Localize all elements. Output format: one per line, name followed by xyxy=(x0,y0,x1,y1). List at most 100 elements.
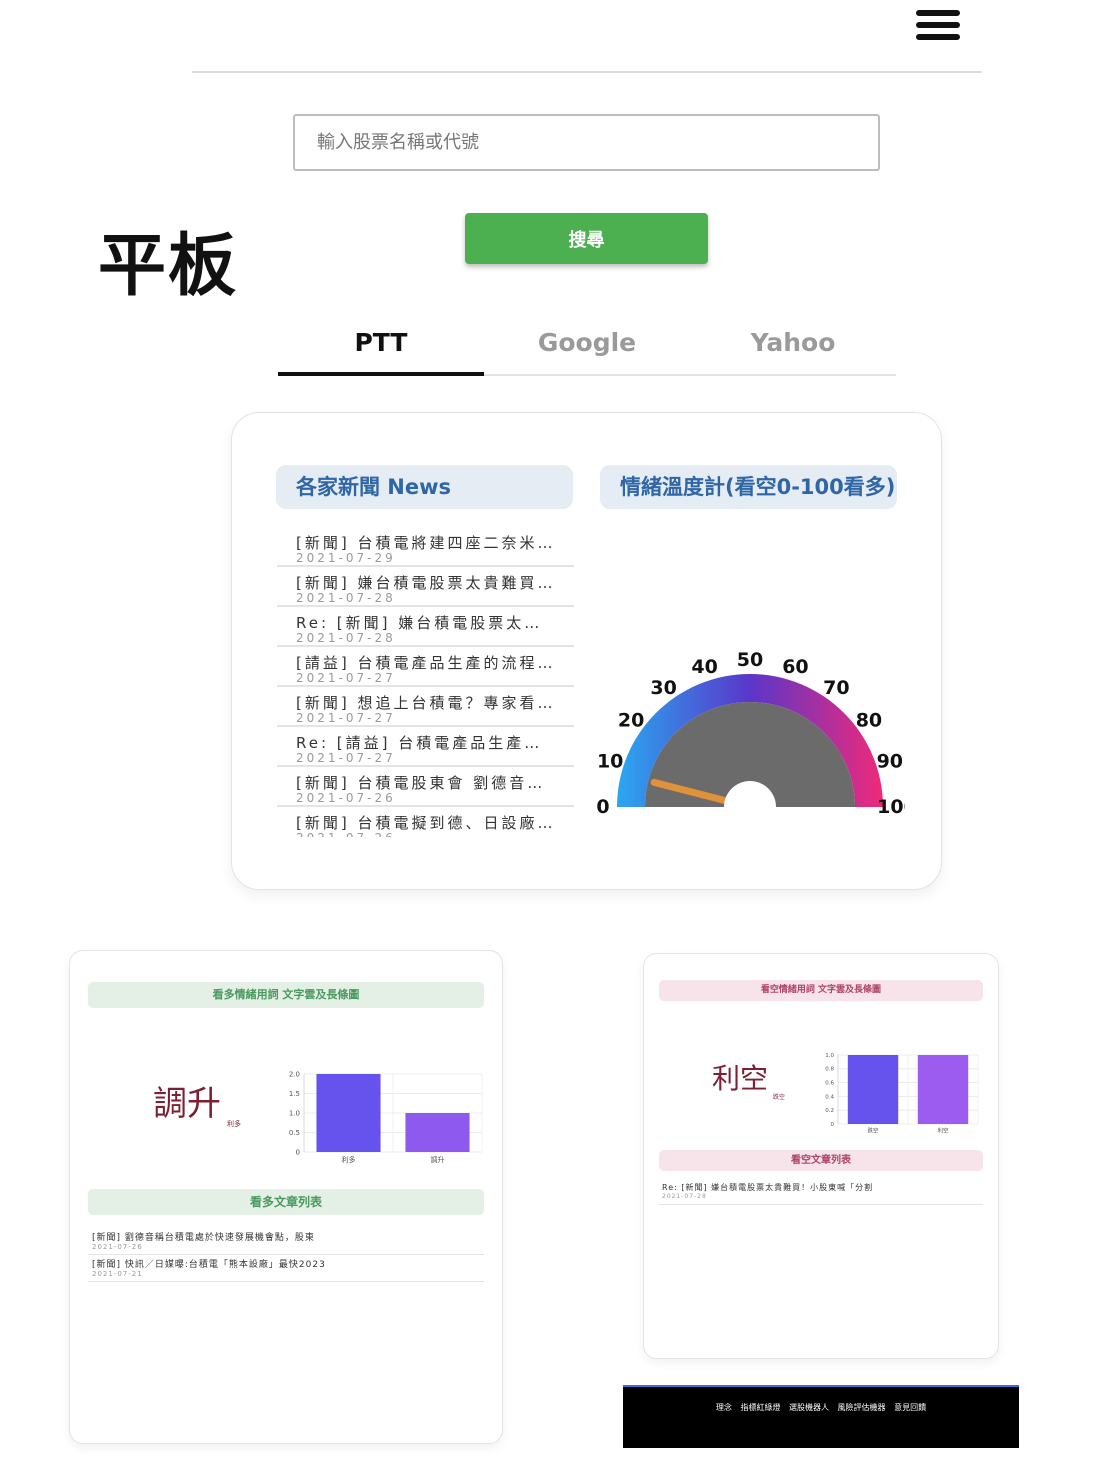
news-title: [請益] 台積電產品生產的流程… xyxy=(296,654,556,672)
sentiment-gauge: 0 10 20 30 40 50 60 70 80 90 100 xyxy=(596,649,905,815)
footer-link-stock-robot[interactable]: 選股機器人 xyxy=(789,1403,829,1412)
y-tick-label: 2.0 xyxy=(289,1070,300,1078)
footer-link-risk-robot[interactable]: 風險評估機器 xyxy=(837,1403,886,1412)
y-tick-label: 0.4 xyxy=(825,1094,834,1100)
news-date: 2021-07-27 xyxy=(296,711,396,725)
bearish-cloud-word-main: 利空 xyxy=(712,1062,769,1095)
menu-line xyxy=(916,10,960,16)
header-divider xyxy=(192,71,982,73)
article-title: [新聞] 快訊／日媒曝:台積電「熊本設廠」最快2023 xyxy=(92,1260,326,1270)
gauge-tick-label: 0 xyxy=(596,796,609,815)
article-date: 2021-07-28 xyxy=(662,1193,707,1200)
news-title: [新聞] 台積電股東會 劉德音… xyxy=(296,774,546,792)
device-label: 平板 xyxy=(98,227,239,306)
news-item[interactable]: [新聞] 台積電股東會 劉德音… 2021-07-26 xyxy=(277,767,574,807)
y-tick-label: 1.0 xyxy=(289,1109,300,1117)
y-tick-label: 0 xyxy=(831,1122,835,1128)
bar xyxy=(917,1055,969,1124)
bullish-list-title: 看多文章列表 xyxy=(88,1189,484,1215)
y-tick-label: 1.0 xyxy=(825,1053,834,1059)
gauge-tick-label: 70 xyxy=(823,677,849,699)
bearish-cloud-word-small: 跌空 xyxy=(773,1094,786,1101)
bullish-wordcloud-title: 看多情緒用詞 文字雲及長條圖 xyxy=(88,982,484,1008)
news-date: 2021-07-29 xyxy=(296,551,396,565)
footer-links: 理念 指標紅綠燈 選股機器人 風險評估機器 意見回饋 xyxy=(623,1402,1019,1413)
news-item[interactable]: [請益] 台積電產品生產的流程… 2021-07-27 xyxy=(277,647,574,687)
news-item[interactable]: [新聞] 想追上台積電？專家看… 2021-07-27 xyxy=(277,687,574,727)
gauge-tick-label: 30 xyxy=(650,677,676,699)
news-title: [新聞] 台積電將建四座二奈米… xyxy=(296,534,556,552)
gauge-hub xyxy=(724,781,776,807)
news-date: 2021-07-27 xyxy=(296,671,396,685)
news-list: [新聞] 台積電將建四座二奈米… 2021-07-29 [新聞] 嫌台積電股票太… xyxy=(277,527,574,837)
x-tick-label: 調升 xyxy=(431,1155,445,1164)
news-date: 2021-07-26 xyxy=(296,791,396,805)
bar xyxy=(405,1113,470,1152)
gauge-tick-label: 10 xyxy=(597,751,623,773)
footer-link-feedback[interactable]: 意見回饋 xyxy=(894,1403,927,1412)
x-tick-label: 利空 xyxy=(937,1127,949,1135)
news-item[interactable]: Re: [請益] 台積電產品生產… 2021-07-27 xyxy=(277,727,574,767)
tabs-divider xyxy=(278,374,896,376)
footer-link-indicator-lights[interactable]: 指標紅綠燈 xyxy=(740,1403,781,1412)
bar xyxy=(316,1074,381,1152)
gauge-tick-label: 90 xyxy=(877,751,903,773)
hamburger-menu-icon[interactable] xyxy=(916,10,960,46)
y-tick-label: 0.6 xyxy=(825,1081,834,1087)
news-item[interactable]: [新聞] 嫌台積電股票太貴難買… 2021-07-28 xyxy=(277,567,574,607)
news-title: [新聞] 台積電擬到德、日設廠… xyxy=(296,814,556,832)
y-tick-label: 0.2 xyxy=(825,1108,834,1114)
gauge-tick-label: 100 xyxy=(877,796,905,815)
bar xyxy=(847,1055,899,1124)
search-button[interactable]: 搜尋 xyxy=(465,213,708,264)
bullish-cloud-word-main: 調升 xyxy=(153,1084,221,1124)
list-item[interactable]: Re: [新聞] 嫌台積電股票太貴難買！小股東喊「分割 2021-07-28 xyxy=(659,1180,983,1205)
bearish-wordcloud-title: 看空情緒用詞 文字雲及長條圖 xyxy=(659,980,983,1001)
list-item[interactable]: [新聞] 快訊／日媒曝:台積電「熊本設廠」最快2023 2021-07-21 xyxy=(88,1255,484,1282)
list-item[interactable]: [新聞] 劉德音稱台積電處於快速發展機會點，股東 2021-07-26 xyxy=(88,1228,484,1255)
article-date: 2021-07-26 xyxy=(92,1243,143,1251)
news-title: [新聞] 想追上台積電？專家看… xyxy=(296,694,556,712)
gauge-tick-label: 50 xyxy=(737,649,763,671)
news-date: 2021-07-26 xyxy=(296,832,574,838)
bullish-bar-chart: 0 0.5 1.0 1.5 2.0 利多 調升 xyxy=(289,1070,483,1164)
y-tick-label: 1.5 xyxy=(289,1090,300,1098)
gauge-panel-title: 情緒溫度計(看空0-100看多) xyxy=(600,465,897,509)
y-tick-label: 0.8 xyxy=(825,1067,834,1073)
news-date: 2021-07-28 xyxy=(296,591,396,605)
bearish-list-title: 看空文章列表 xyxy=(659,1150,983,1171)
tab-ptt[interactable]: PTT xyxy=(354,328,408,357)
news-title: Re: [請益] 台積電產品生產… xyxy=(296,734,543,752)
site-footer: 理念 指標紅綠燈 選股機器人 風險評估機器 意見回饋 xyxy=(623,1385,1019,1448)
news-item[interactable]: Re: [新聞] 嫌台積電股票太… 2021-07-28 xyxy=(277,607,574,647)
article-title: [新聞] 劉德音稱台積電處於快速發展機會點，股東 xyxy=(92,1233,315,1243)
gauge-needle xyxy=(650,778,729,805)
gauge-tick-label: 20 xyxy=(618,710,644,732)
gauge-dial xyxy=(645,702,855,807)
bullish-cloud-word-small: 利多 xyxy=(227,1120,241,1128)
bullish-article-list: [新聞] 劉德音稱台積電處於快速發展機會點，股東 2021-07-26 [新聞]… xyxy=(88,1228,484,1282)
footer-link-philosophy[interactable]: 理念 xyxy=(715,1403,732,1412)
news-date: 2021-07-27 xyxy=(296,751,396,765)
article-title: Re: [新聞] 嫌台積電股票太貴難買！小股東喊「分割 xyxy=(662,1183,874,1192)
gauge-tick-label: 60 xyxy=(782,656,808,678)
bearish-article-list: Re: [新聞] 嫌台積電股票太貴難買！小股東喊「分割 2021-07-28 xyxy=(659,1180,983,1205)
news-title: Re: [新聞] 嫌台積電股票太… xyxy=(296,614,543,632)
tab-google[interactable]: Google xyxy=(537,328,637,357)
y-tick-label: 0.5 xyxy=(289,1129,300,1137)
news-item[interactable]: [新聞] 台積電將建四座二奈米… 2021-07-29 xyxy=(277,527,574,567)
tab-yahoo[interactable]: Yahoo xyxy=(750,328,836,357)
x-tick-label: 跌空 xyxy=(867,1127,879,1135)
news-panel-title: 各家新聞 News xyxy=(276,465,573,509)
article-date: 2021-07-21 xyxy=(92,1270,143,1278)
stock-search-input[interactable] xyxy=(293,114,880,171)
news-date: 2021-07-28 xyxy=(296,631,396,645)
gauge-tick-label: 40 xyxy=(691,656,717,678)
menu-line xyxy=(916,34,960,40)
news-item[interactable]: [新聞] 台積電擬到德、日設廠… 2021-07-26 xyxy=(277,807,574,837)
menu-line xyxy=(916,22,960,28)
active-tab-indicator xyxy=(278,372,484,376)
gauge-tick-label: 80 xyxy=(856,710,882,732)
bearish-bar-chart: 0 0.2 0.4 0.6 0.8 1.0 跌空 利空 xyxy=(825,1053,979,1135)
gauge-color-band xyxy=(617,674,883,807)
